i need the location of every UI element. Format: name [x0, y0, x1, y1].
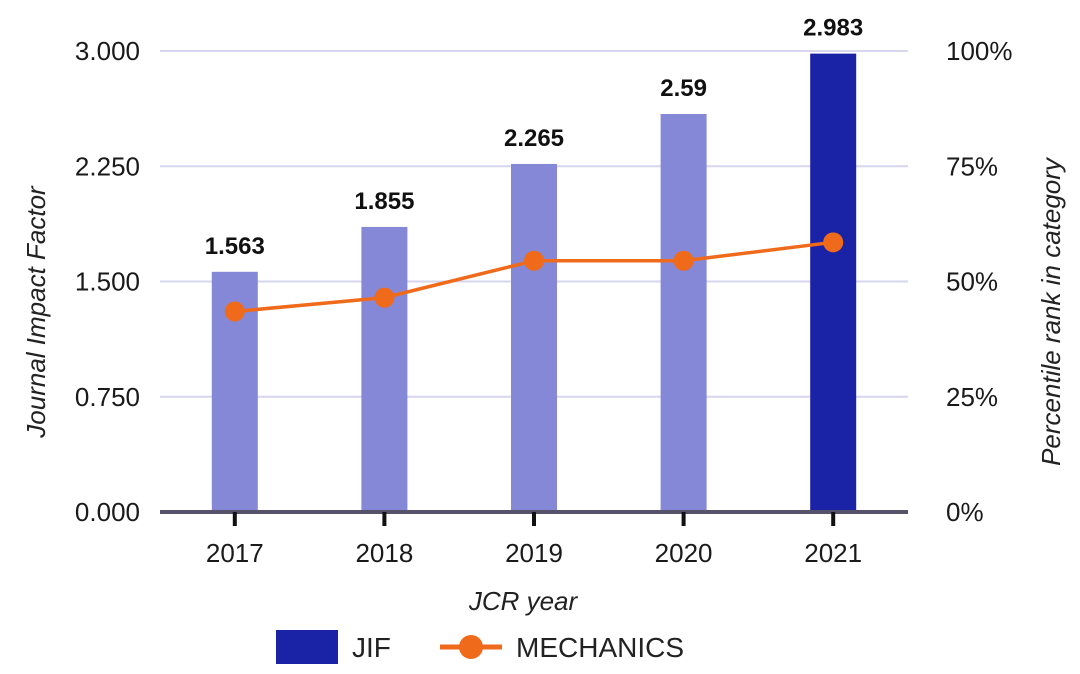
x-tick-label-2020: 2020: [655, 538, 713, 568]
mechanics-point-2021: [823, 232, 844, 253]
legend-jif-swatch: [276, 630, 338, 664]
y2-axis-title: Percentile rank in category: [1036, 156, 1066, 466]
y-tick-label-0: 0.000: [75, 497, 140, 527]
bar-2019: [511, 163, 557, 512]
bar-2021: [810, 53, 857, 512]
y-axis-title: Journal Impact Factor: [21, 185, 51, 439]
y-tick-label-1: 0.750: [75, 382, 140, 412]
bar-label-2020: 2.59: [660, 75, 707, 102]
mechanics-point-2019: [524, 250, 544, 271]
legend-jif-label: JIF: [352, 632, 391, 663]
legend-mechanics-marker: [459, 635, 483, 659]
line-series: [224, 232, 844, 322]
mechanics-point-2017: [224, 301, 245, 322]
bar-label-2017: 1.563: [205, 233, 265, 260]
bar-label-2021: 2.983: [803, 15, 863, 42]
bar-label-2018: 1.855: [354, 188, 414, 215]
y2-tick-label-2: 50%: [946, 267, 998, 297]
y2-tick-label-0: 0%: [946, 497, 984, 527]
y2-tick-label-1: 25%: [946, 382, 998, 412]
bars: [211, 53, 857, 513]
x-axis-title: JCR year: [468, 586, 579, 616]
y2-tick-label-4: 100%: [946, 36, 1013, 66]
legend-mechanics-label: MECHANICS: [516, 632, 684, 663]
y-tick-label-2: 1.500: [75, 267, 140, 297]
bar-2018: [361, 226, 408, 512]
y-tick-label-3: 2.250: [75, 151, 140, 181]
x-tick-label-2021: 2021: [804, 538, 862, 568]
bar-2020: [660, 114, 707, 513]
y-tick-label-4: 3.000: [75, 36, 140, 66]
x-axis-ticks: 2017 2018 2019 2020 2021: [206, 512, 862, 568]
x-tick-label-2019: 2019: [505, 538, 563, 568]
y2-tick-label-3: 75%: [946, 151, 998, 181]
mechanics-point-2020: [673, 250, 694, 271]
y2-axis-tick-labels: 0% 25% 50% 75% 100%: [946, 36, 1013, 527]
legend: JIF MECHANICS: [276, 630, 684, 664]
bar-data-labels: 1.563 1.855 2.265 2.59 2.983: [205, 15, 863, 260]
x-tick-label-2017: 2017: [206, 538, 264, 568]
mechanics-point-2018: [374, 287, 395, 308]
y-axis-tick-labels: 0.000 0.750 1.500 2.250 3.000: [75, 36, 140, 527]
bar-label-2019: 2.265: [504, 125, 564, 152]
x-tick-label-2018: 2018: [355, 538, 413, 568]
